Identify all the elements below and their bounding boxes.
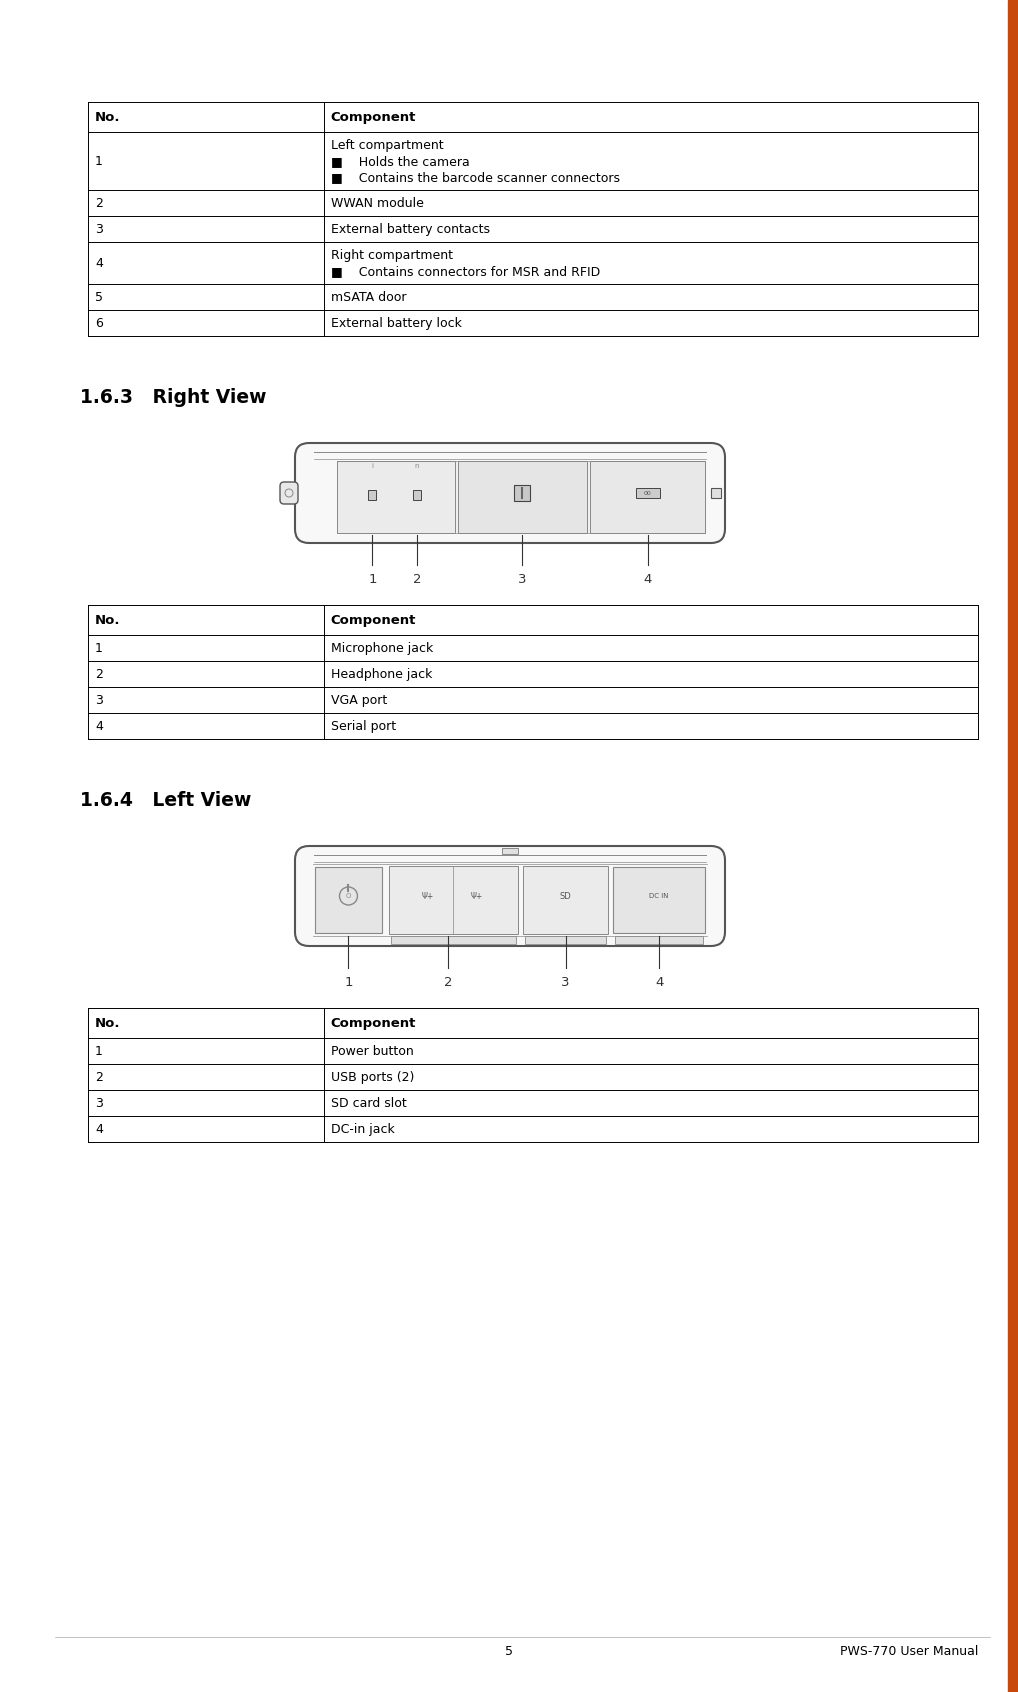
Text: DC IN: DC IN	[649, 893, 669, 898]
Text: Power button: Power button	[331, 1044, 413, 1058]
Text: Ψ+: Ψ+	[421, 892, 434, 900]
Bar	[616, 936, 703, 944]
Text: O: O	[346, 893, 351, 898]
Text: 2: 2	[413, 574, 421, 585]
Bar	[711, 487, 721, 497]
Text: SD: SD	[560, 892, 571, 900]
Bar	[337, 460, 455, 533]
Text: 1.6.4   Left View: 1.6.4 Left View	[80, 790, 251, 810]
Text: ■    Contains connectors for MSR and RFID: ■ Contains connectors for MSR and RFID	[331, 266, 600, 277]
Text: 3: 3	[518, 574, 526, 585]
Bar	[1008, 0, 1018, 1692]
Text: External battery contacts: External battery contacts	[331, 223, 490, 235]
Text: Right compartment: Right compartment	[331, 249, 453, 262]
Bar	[635, 487, 660, 497]
Text: ■    Holds the camera: ■ Holds the camera	[331, 156, 469, 168]
Bar	[337, 460, 705, 533]
FancyBboxPatch shape	[280, 482, 298, 504]
Text: SD card slot: SD card slot	[331, 1096, 406, 1110]
Bar	[413, 491, 421, 501]
Text: 5: 5	[95, 291, 103, 303]
Text: 4: 4	[95, 719, 103, 733]
Text: USB ports (2): USB ports (2)	[331, 1071, 414, 1083]
Bar	[502, 848, 518, 854]
Text: VGA port: VGA port	[331, 694, 387, 707]
Text: DC-in jack: DC-in jack	[331, 1122, 395, 1135]
Bar	[523, 866, 609, 934]
Text: 3: 3	[95, 1096, 103, 1110]
Text: 2: 2	[95, 1071, 103, 1083]
Text: 1: 1	[95, 1044, 103, 1058]
Bar	[458, 460, 587, 533]
Bar	[389, 866, 518, 934]
Text: 4: 4	[655, 976, 664, 990]
Text: n: n	[414, 464, 419, 469]
Text: Ψ+: Ψ+	[470, 892, 483, 900]
Text: 2: 2	[444, 976, 453, 990]
Text: 3: 3	[562, 976, 570, 990]
Text: 1: 1	[369, 574, 377, 585]
Text: 1: 1	[344, 976, 352, 990]
Text: i: i	[372, 464, 374, 469]
Text: Serial port: Serial port	[331, 719, 396, 733]
Text: 1: 1	[95, 154, 103, 168]
FancyBboxPatch shape	[295, 443, 725, 543]
Text: WWAN module: WWAN module	[331, 196, 423, 210]
Text: 4: 4	[95, 257, 103, 269]
Text: No.: No.	[95, 110, 120, 124]
Text: Component: Component	[331, 614, 416, 626]
Text: Microphone jack: Microphone jack	[331, 641, 433, 655]
Text: 3: 3	[95, 694, 103, 707]
Bar	[525, 936, 607, 944]
Bar	[315, 866, 382, 932]
Text: Component: Component	[331, 110, 416, 124]
Text: Left compartment: Left compartment	[331, 139, 444, 152]
Text: Component: Component	[331, 1017, 416, 1029]
Bar	[514, 486, 530, 501]
Text: No.: No.	[95, 1017, 120, 1029]
Text: External battery lock: External battery lock	[331, 316, 462, 330]
Text: 2: 2	[95, 196, 103, 210]
Text: 4: 4	[643, 574, 652, 585]
Text: 5: 5	[505, 1645, 513, 1658]
Text: 1: 1	[95, 641, 103, 655]
Text: 4: 4	[95, 1122, 103, 1135]
Text: 2: 2	[95, 668, 103, 680]
Text: PWS-770 User Manual: PWS-770 User Manual	[840, 1645, 978, 1658]
Text: 00: 00	[643, 491, 652, 496]
Bar	[590, 460, 705, 533]
Bar	[369, 491, 377, 501]
Text: Headphone jack: Headphone jack	[331, 668, 433, 680]
FancyBboxPatch shape	[295, 846, 725, 946]
Text: No.: No.	[95, 614, 120, 626]
Text: 1.6.3   Right View: 1.6.3 Right View	[80, 387, 267, 408]
Text: 6: 6	[95, 316, 103, 330]
Bar	[614, 866, 705, 932]
Bar	[391, 936, 516, 944]
Text: ■    Contains the barcode scanner connectors: ■ Contains the barcode scanner connector…	[331, 171, 620, 184]
Text: 3: 3	[95, 223, 103, 235]
Text: mSATA door: mSATA door	[331, 291, 406, 303]
